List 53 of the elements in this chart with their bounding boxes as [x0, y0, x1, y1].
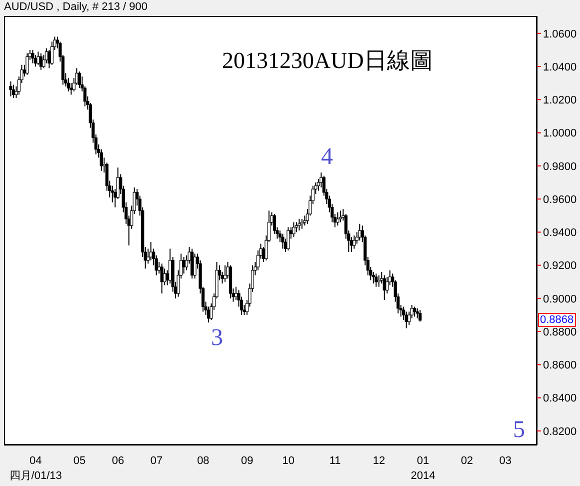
y-tick-label: 0.8600 — [543, 360, 577, 372]
candlestick — [48, 49, 51, 69]
y-tick-label: 1.0400 — [543, 61, 577, 74]
x-tick-label: 10 — [282, 455, 294, 467]
candlestick — [223, 264, 227, 282]
x-tick-label: 02 — [460, 455, 474, 467]
chart-subtitle: AUD/USD , Daily, # 213 / 900 — [4, 1, 148, 13]
candlestick — [182, 256, 186, 274]
x-tick-label: 04 四月/01/13 — [9, 455, 62, 482]
x-tick-label: 08 — [197, 455, 210, 467]
x-tick-label: 12 — [372, 455, 386, 467]
text: 20131230AUD日線圖 — [222, 47, 433, 75]
candlestick — [78, 70, 81, 89]
y-tick-label: 0.9800 — [543, 160, 577, 173]
x-tick-label: 01 2014 — [410, 455, 436, 482]
candlestick — [9, 80, 12, 97]
x-tick-label: 11 — [329, 455, 341, 467]
candlestick — [100, 148, 103, 172]
candlestick — [36, 51, 40, 66]
annotation: 0.8868 — [538, 313, 576, 328]
candlestick — [352, 234, 356, 250]
candlestick — [418, 310, 422, 322]
x-tick-label: 06 — [112, 455, 124, 467]
y-tick-label: 0.9400 — [543, 227, 577, 240]
x-tick-label: 09 — [241, 455, 254, 467]
candlestick — [281, 233, 284, 250]
x-tick-label: 05 — [73, 455, 86, 467]
y-tick-label: 1.0600 — [543, 28, 577, 40]
annotation: 4 — [320, 143, 334, 171]
candlestick — [292, 222, 296, 238]
y-tick-label: 0.9000 — [543, 293, 577, 306]
y-tick-label: 0.8400 — [543, 392, 577, 405]
candlestick — [193, 253, 196, 280]
candlestick — [413, 306, 416, 318]
candlestick — [26, 52, 29, 76]
y-tick-label: 0.8800 — [543, 326, 577, 338]
annotation: 3 — [210, 324, 224, 352]
y-tick-label: 1.0000 — [543, 128, 577, 140]
candlestick — [374, 273, 378, 288]
candlestick — [168, 248, 172, 284]
y-tick-label: 0.8200 — [543, 426, 577, 438]
x-tick-label: 03 — [499, 455, 512, 467]
y-tick-label: 0.9200 — [543, 260, 577, 272]
candlestick — [358, 223, 362, 241]
candlestick — [31, 49, 34, 64]
x-tick-label: 07 — [150, 455, 163, 467]
y-tick-label: 0.9600 — [543, 194, 577, 206]
candlestick — [286, 226, 290, 251]
candlestick — [336, 212, 340, 226]
candlestick — [298, 218, 301, 231]
y-tick-label: 1.0200 — [543, 94, 577, 107]
candlestick — [294, 222, 298, 233]
annotation: 5 — [512, 416, 526, 444]
